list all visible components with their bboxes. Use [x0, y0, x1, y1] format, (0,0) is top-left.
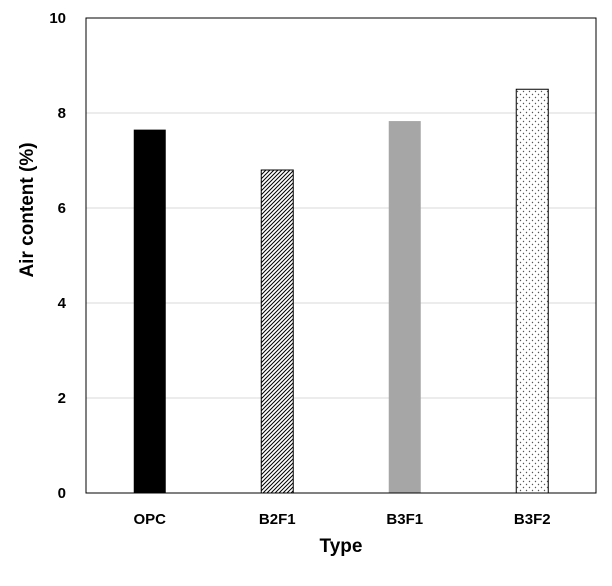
y-tick-label: 6: [58, 200, 66, 217]
bars: [133, 88, 549, 494]
x-tick-label: OPC: [133, 511, 166, 528]
bar-b3f1: [388, 121, 421, 493]
y-tick-label: 10: [49, 10, 66, 27]
y-tick-label: 4: [58, 295, 67, 312]
gridlines: [86, 112, 596, 399]
y-tick-label: 2: [58, 390, 66, 407]
bar-opc: [133, 129, 166, 493]
y-tick-labels: 0 2 4 6 8 10: [49, 10, 66, 502]
plot-frame: [85, 17, 597, 494]
x-tick-label: B3F1: [386, 511, 423, 528]
x-axis-label: Type: [320, 536, 363, 557]
bar-b3f2: [515, 88, 549, 494]
x-tick-label: B3F2: [514, 511, 551, 528]
y-axis-label: Air content (%): [17, 142, 38, 277]
y-tick-label: 0: [58, 485, 66, 502]
x-tick-label: B2F1: [259, 511, 296, 528]
x-tick-labels: OPC B2F1 B3F1 B3F2: [133, 511, 550, 528]
y-tick-label: 8: [58, 105, 66, 122]
bar-b2f1: [260, 169, 294, 494]
